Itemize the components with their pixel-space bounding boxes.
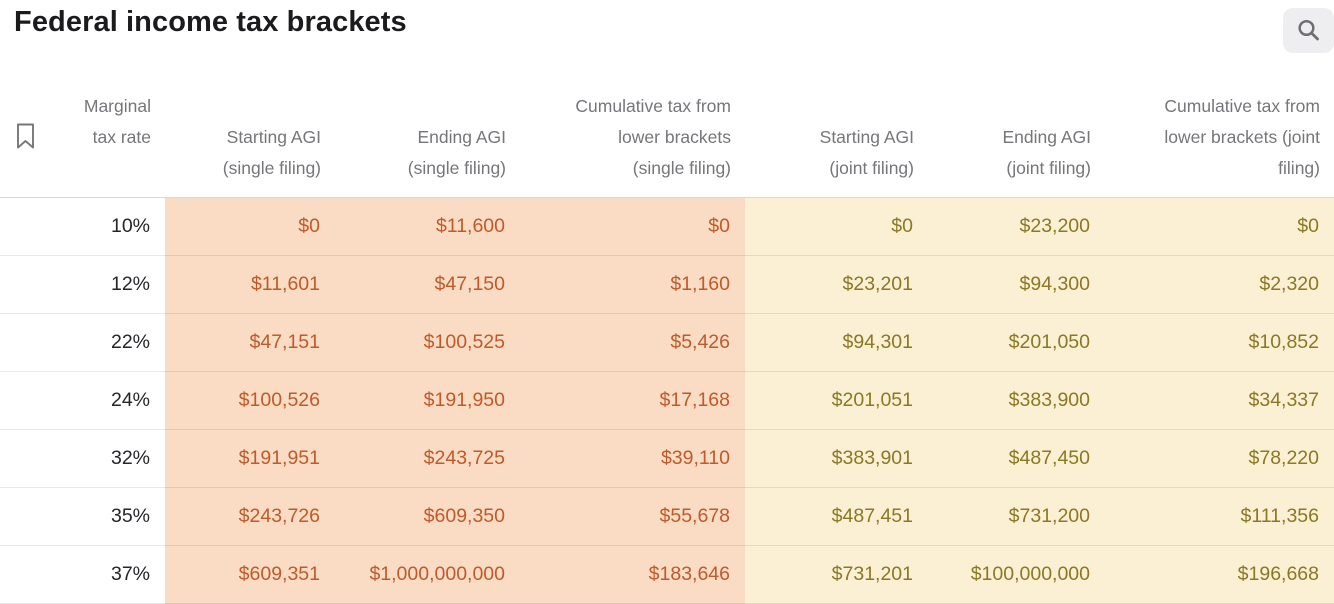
top-bar: Federal income tax brackets	[0, 0, 1334, 60]
cell-single-end: $100,525	[335, 313, 520, 372]
cell-joint-end: $201,050	[928, 313, 1105, 372]
cell-single-cumtax: $55,678	[520, 487, 745, 546]
cell-joint-cumtax: $34,337	[1105, 371, 1334, 430]
cell-joint-start: $201,051	[745, 371, 928, 430]
cell-rate: 12%	[0, 255, 165, 314]
cell-joint-start: $731,201	[745, 545, 928, 604]
tax-brackets-table: Marginal tax rate Starting AGI (single f…	[0, 60, 1334, 604]
cell-single-cumtax: $5,426	[520, 313, 745, 372]
cell-single-cumtax: $183,646	[520, 545, 745, 604]
column-header-ending-agi-single: Ending AGI (single filing)	[335, 60, 520, 198]
cell-single-start: $609,351	[165, 545, 335, 604]
cell-single-end: $1,000,000,000	[335, 545, 520, 604]
cell-single-cumtax: $39,110	[520, 429, 745, 488]
table-row: 22% $47,151 $100,525 $5,426 $94,301 $201…	[0, 313, 1334, 372]
cell-joint-end: $94,300	[928, 255, 1105, 314]
cell-joint-end: $100,000,000	[928, 545, 1105, 604]
page-title: Federal income tax brackets	[14, 6, 407, 38]
cell-joint-cumtax: $2,320	[1105, 255, 1334, 314]
cell-single-cumtax: $1,160	[520, 255, 745, 314]
cell-joint-start: $383,901	[745, 429, 928, 488]
cell-rate: 10%	[0, 197, 165, 256]
cell-single-start: $243,726	[165, 487, 335, 546]
cell-single-start: $11,601	[165, 255, 335, 314]
table-row: 24% $100,526 $191,950 $17,168 $201,051 $…	[0, 371, 1334, 430]
column-header-label: Marginal tax rate	[83, 96, 151, 147]
table-row: 35% $243,726 $609,350 $55,678 $487,451 $…	[0, 487, 1334, 546]
cell-single-end: $11,600	[335, 197, 520, 256]
cell-joint-end: $487,450	[928, 429, 1105, 488]
column-header-starting-agi-single: Starting AGI (single filing)	[165, 60, 335, 198]
table-header: Marginal tax rate Starting AGI (single f…	[0, 60, 1334, 198]
table-row: 12% $11,601 $47,150 $1,160 $23,201 $94,3…	[0, 255, 1334, 314]
cell-single-cumtax: $17,168	[520, 371, 745, 430]
cell-single-end: $243,725	[335, 429, 520, 488]
cell-joint-end: $23,200	[928, 197, 1105, 256]
table-row: 32% $191,951 $243,725 $39,110 $383,901 $…	[0, 429, 1334, 488]
cell-single-end: $609,350	[335, 487, 520, 546]
column-header-starting-agi-joint: Starting AGI (joint filing)	[745, 60, 928, 198]
table-row: 10% $0 $11,600 $0 $0 $23,200 $0	[0, 197, 1334, 256]
cell-joint-cumtax: $0	[1105, 197, 1334, 256]
cell-joint-cumtax: $111,356	[1105, 487, 1334, 546]
column-header-cumulative-tax-joint: Cumulative tax from lower brackets (join…	[1105, 60, 1334, 198]
column-header-cumulative-tax-single: Cumulative tax from lower brackets (sing…	[520, 60, 745, 198]
cell-joint-cumtax: $196,668	[1105, 545, 1334, 604]
cell-single-start: $0	[165, 197, 335, 256]
cell-joint-start: $0	[745, 197, 928, 256]
cell-joint-cumtax: $10,852	[1105, 313, 1334, 372]
cell-single-start: $47,151	[165, 313, 335, 372]
cell-single-start: $191,951	[165, 429, 335, 488]
cell-joint-start: $94,301	[745, 313, 928, 372]
column-header-marginal-tax-rate: Marginal tax rate	[0, 60, 165, 198]
cell-single-cumtax: $0	[520, 197, 745, 256]
search-icon	[1295, 17, 1322, 44]
bookmark-icon[interactable]	[14, 122, 37, 153]
column-header-ending-agi-joint: Ending AGI (joint filing)	[928, 60, 1105, 198]
cell-joint-start: $23,201	[745, 255, 928, 314]
cell-joint-end: $383,900	[928, 371, 1105, 430]
cell-rate: 22%	[0, 313, 165, 372]
cell-single-end: $47,150	[335, 255, 520, 314]
cell-single-end: $191,950	[335, 371, 520, 430]
search-button[interactable]	[1283, 8, 1334, 53]
cell-rate: 35%	[0, 487, 165, 546]
cell-rate: 32%	[0, 429, 165, 488]
cell-joint-cumtax: $78,220	[1105, 429, 1334, 488]
cell-joint-end: $731,200	[928, 487, 1105, 546]
table-row: 37% $609,351 $1,000,000,000 $183,646 $73…	[0, 545, 1334, 604]
cell-rate: 37%	[0, 545, 165, 604]
cell-joint-start: $487,451	[745, 487, 928, 546]
cell-rate: 24%	[0, 371, 165, 430]
cell-single-start: $100,526	[165, 371, 335, 430]
